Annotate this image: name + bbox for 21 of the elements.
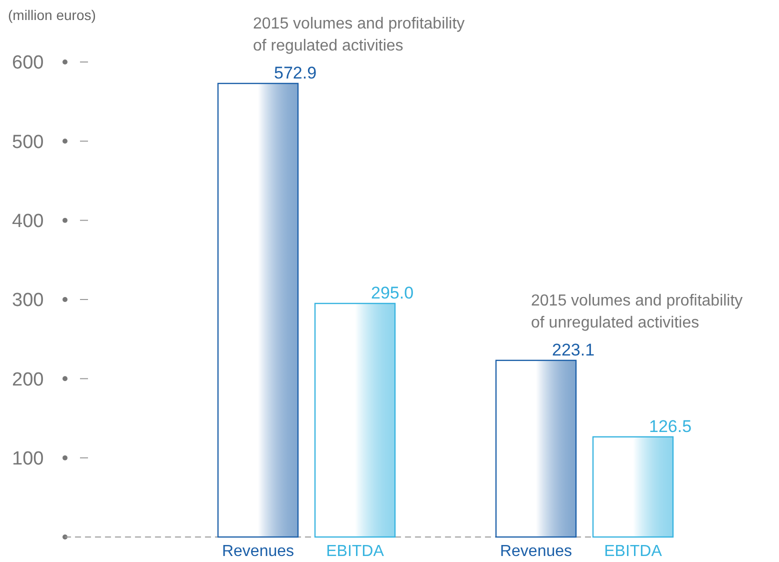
- bar: [217, 82, 299, 538]
- series-label: Revenues: [222, 543, 294, 560]
- data-label: 223.1: [552, 340, 595, 360]
- series-label: EBITDA: [326, 543, 384, 560]
- annotation: 2015 volumes and profitability of unregulated activities: [531, 292, 743, 332]
- data-label: 572.9: [274, 63, 317, 82]
- y-tick-label: 600: [12, 52, 44, 74]
- text: Revenues: [500, 543, 572, 560]
- y-tick-label: 300: [12, 290, 44, 312]
- bar: [314, 302, 396, 538]
- bar: [592, 436, 674, 538]
- bar: [495, 360, 577, 538]
- y-axis-title: (million euros): [8, 7, 96, 23]
- text: EBITDA: [604, 543, 662, 560]
- y-tick-label: 500: [12, 132, 44, 153]
- y-tick-label: 200: [12, 369, 44, 390]
- data-label: 295.0: [371, 283, 414, 302]
- text: 2015 volumes and profitability of regulated activities: [253, 15, 465, 54]
- y-tick-label: 100: [12, 448, 44, 470]
- data-label: 126.5: [649, 416, 692, 436]
- y-tick-label: 400: [12, 210, 44, 232]
